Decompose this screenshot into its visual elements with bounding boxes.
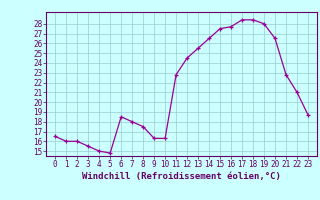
X-axis label: Windchill (Refroidissement éolien,°C): Windchill (Refroidissement éolien,°C) [82,172,281,181]
